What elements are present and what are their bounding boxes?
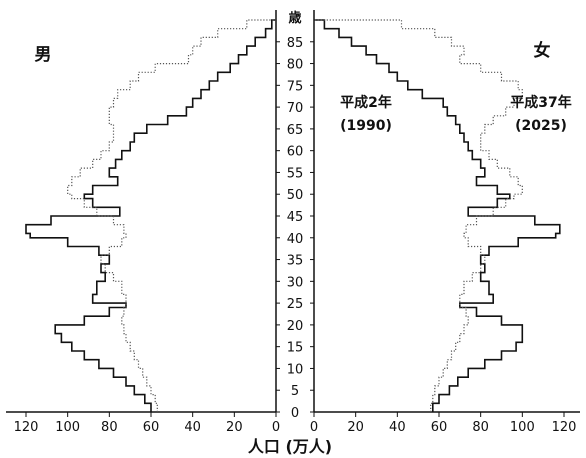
age-tick-label: 65 (287, 123, 304, 138)
age-tick-label: 35 (287, 254, 304, 269)
x-tick-right-label: 20 (347, 420, 364, 435)
x-tick-right-label: 40 (389, 420, 406, 435)
age-tick-label: 30 (287, 275, 304, 290)
age-tick-label: 15 (287, 341, 304, 356)
x-axis-title: 人口 (万人) (248, 437, 332, 456)
left-axis (6, 10, 277, 413)
age-tick-label: 0 (291, 406, 299, 421)
annotation-1990-year: (1990) (340, 118, 392, 134)
x-axis-ticks: 120 100 80 60 40 20 0 0 20 40 60 80 100 120 (14, 412, 577, 435)
age-tick-label: 70 (287, 101, 304, 116)
age-tick-label: 5 (291, 384, 299, 399)
male-label: 男 (35, 45, 52, 65)
age-unit-label: 歳 (288, 10, 301, 26)
x-tick-left-label: 0 (272, 420, 280, 435)
x-tick-right-label: 0 (310, 420, 318, 435)
series-1-male-line (67, 19, 276, 412)
x-tick-right-label: 80 (472, 420, 489, 435)
x-tick-left-label: 20 (226, 420, 243, 435)
x-tick-left-label: 100 (55, 420, 80, 435)
age-tick-label: 80 (287, 58, 304, 73)
series-layer (25, 19, 561, 412)
x-tick-left-label: 60 (143, 420, 160, 435)
x-tick-left-label: 120 (14, 420, 39, 435)
annotation-1990-title: 平成2年 (340, 94, 392, 111)
age-tick-label: 55 (287, 166, 304, 181)
series-0-male-line (25, 19, 276, 412)
age-tick-label: 10 (287, 362, 304, 377)
x-tick-right-label: 120 (552, 420, 577, 435)
right-axis (313, 10, 580, 413)
x-tick-right-label: 60 (431, 420, 448, 435)
age-tick-label: 25 (287, 297, 304, 312)
age-tick-label: 50 (287, 188, 304, 203)
age-tick-label: 20 (287, 319, 304, 334)
x-tick-left-label: 80 (101, 420, 118, 435)
female-label: 女 (534, 40, 551, 61)
series-0-female-line (314, 19, 561, 412)
age-tick-label: 60 (287, 145, 304, 160)
annotation-2025-year: (2025) (515, 118, 567, 134)
age-tick-label: 85 (287, 36, 304, 51)
age-tick-label: 75 (287, 79, 304, 94)
x-tick-left-label: 40 (184, 420, 201, 435)
annotation-2025-title: 平成37年 (510, 94, 571, 111)
x-tick-right-label: 100 (510, 420, 535, 435)
age-tick-label: 45 (287, 210, 304, 225)
age-tick-label: 40 (287, 232, 304, 247)
